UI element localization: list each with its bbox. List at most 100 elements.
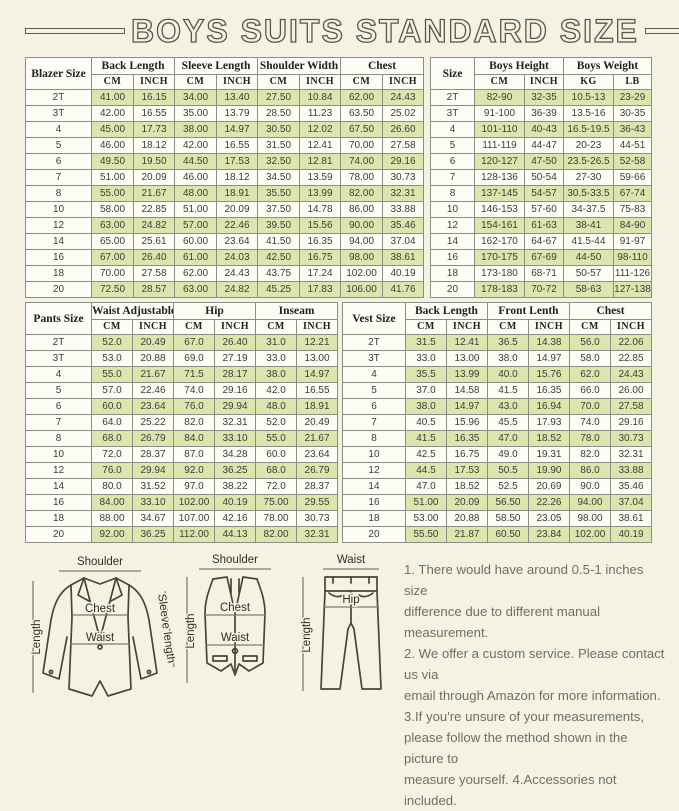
value-cell: 21.67: [296, 430, 339, 447]
size-cell: 16: [429, 249, 475, 266]
value-cell: 41.00: [91, 89, 134, 106]
size-cell: 18: [341, 510, 406, 527]
value-cell: 35.00: [174, 105, 218, 122]
size-cell: 20: [429, 281, 475, 298]
value-cell: 53.0: [91, 350, 133, 367]
table-row: 4 101-110 40-43 16.5-19.5 36-43: [429, 121, 653, 138]
value-cell: 60.50: [486, 526, 529, 543]
value-cell: 37.0: [404, 382, 447, 399]
table-row: 6 49.50 19.50 44.50 17.53 32.50 12.81 74.00 29.1…: [25, 153, 425, 170]
value-cell: 12.81: [299, 153, 342, 170]
value-cell: 87.0: [173, 446, 216, 463]
value-cell: 26.00: [610, 382, 652, 399]
size-cell: 12: [25, 217, 92, 234]
value-cell: 62.00: [174, 265, 218, 282]
value-cell: 76.0: [91, 462, 133, 479]
table-row: 18 88.00 34.67 107.00 42.16 78.00 30.73: [25, 510, 339, 527]
value-cell: 31.50: [257, 137, 301, 154]
size-cell: 20: [341, 526, 406, 543]
value-cell: 49.50: [91, 153, 134, 170]
size-cell: 4: [25, 366, 92, 383]
column-group-header: Chest: [340, 57, 425, 75]
value-cell: 94.00: [340, 233, 384, 250]
value-cell: 11.23: [299, 105, 342, 122]
unit-header: CM: [473, 74, 525, 90]
value-cell: 44.5: [404, 462, 447, 479]
value-cell: 23.5-26.5: [562, 153, 614, 170]
vest-measure-diagram: Shoulder Chest Waist Length: [184, 553, 271, 683]
unit-header: CM: [569, 319, 611, 335]
value-cell: 14.58: [445, 382, 488, 399]
size-cell: 6: [25, 398, 92, 415]
value-cell: 27.50: [257, 89, 301, 106]
unit-header: INCH: [299, 74, 342, 90]
value-cell: 92.00: [91, 526, 133, 543]
value-cell: 67.0: [173, 334, 216, 351]
table-row: 8 137-145 54-57 30.5-33.5 67-74: [429, 185, 653, 202]
value-cell: 35.46: [610, 478, 652, 495]
unit-header: KG: [562, 74, 614, 90]
value-cell: 50-57: [562, 265, 614, 282]
value-cell: 17.24: [299, 265, 342, 282]
value-cell: 16.15: [132, 89, 176, 106]
size-cell: 18: [25, 265, 92, 282]
value-cell: 35.46: [382, 217, 425, 234]
value-cell: 70-72: [523, 281, 564, 298]
unit-header: INCH: [382, 74, 425, 90]
table-row: 8 55.00 21.67 48.00 18.91 35.50 13.99 82.00 32.3…: [25, 185, 425, 202]
value-cell: 15.56: [299, 217, 342, 234]
value-cell: 14.78: [299, 201, 342, 218]
value-cell: 18.91: [296, 398, 339, 415]
table-row: 5 46.00 18.12 42.00 16.55 31.50 12.41 70.00 27.5…: [25, 137, 425, 154]
value-cell: 16.75: [445, 446, 488, 463]
table-row: 6 60.0 23.64 76.0 29.94 48.0 18.91: [25, 398, 339, 415]
size-cell: 12: [429, 217, 475, 234]
size-cell: 3T: [25, 105, 92, 122]
unit-header: CM: [173, 319, 216, 335]
unit-header: INCH: [214, 319, 257, 335]
value-cell: 20.88: [131, 350, 175, 367]
top-tables-row: Blazer Size Back Length Sleeve Length Shoul…: [25, 57, 653, 298]
size-cell: 8: [341, 430, 406, 447]
value-cell: 40.5: [404, 414, 447, 431]
column-group-header: Front Lenth: [486, 302, 571, 320]
value-cell: 27.58: [610, 398, 652, 415]
value-cell: 37.04: [610, 494, 652, 511]
value-cell: 31.5: [404, 334, 447, 351]
size-cell: 2T: [25, 89, 92, 106]
value-cell: 28.50: [257, 105, 301, 122]
value-cell: 20.09: [216, 201, 259, 218]
value-cell: 26.79: [131, 430, 175, 447]
value-cell: 18.12: [132, 137, 176, 154]
vest-outline: [204, 576, 266, 676]
value-cell: 46.00: [91, 137, 134, 154]
value-cell: 13.59: [299, 169, 342, 186]
size-cell: 14: [429, 233, 475, 250]
value-cell: 27.58: [132, 265, 176, 282]
table-row: 3T 91-100 36-39 13.5-16 30-35: [429, 105, 653, 122]
value-cell: 29.16: [610, 414, 652, 431]
size-cell: 10: [25, 201, 92, 218]
table-row: 8 41.5 16.35 47.0 18.52 78.0 30.73: [341, 430, 652, 447]
value-cell: 56.50: [486, 494, 529, 511]
page-title: BOYS SUITS STANDARD SIZE: [130, 12, 639, 49]
size-cell: 5: [429, 137, 475, 154]
value-cell: 51.00: [404, 494, 447, 511]
value-cell: 41.50: [257, 233, 301, 250]
value-cell: 24.43: [382, 89, 425, 106]
value-cell: 13.00: [445, 350, 488, 367]
value-cell: 40.0: [486, 366, 529, 383]
value-cell: 98-110: [612, 249, 653, 266]
table-corner-header: Vest Size: [341, 302, 406, 335]
value-cell: 84.00: [91, 494, 133, 511]
value-cell: 78.0: [569, 430, 611, 447]
value-cell: 38.0: [486, 350, 529, 367]
value-cell: 70.00: [91, 265, 134, 282]
value-cell: 48.00: [174, 185, 218, 202]
value-cell: 13.79: [216, 105, 259, 122]
value-cell: 18.12: [216, 169, 259, 186]
value-cell: 10.84: [299, 89, 342, 106]
value-cell: 55.50: [404, 526, 447, 543]
value-cell: 46.00: [174, 169, 218, 186]
value-cell: 24.43: [216, 265, 259, 282]
